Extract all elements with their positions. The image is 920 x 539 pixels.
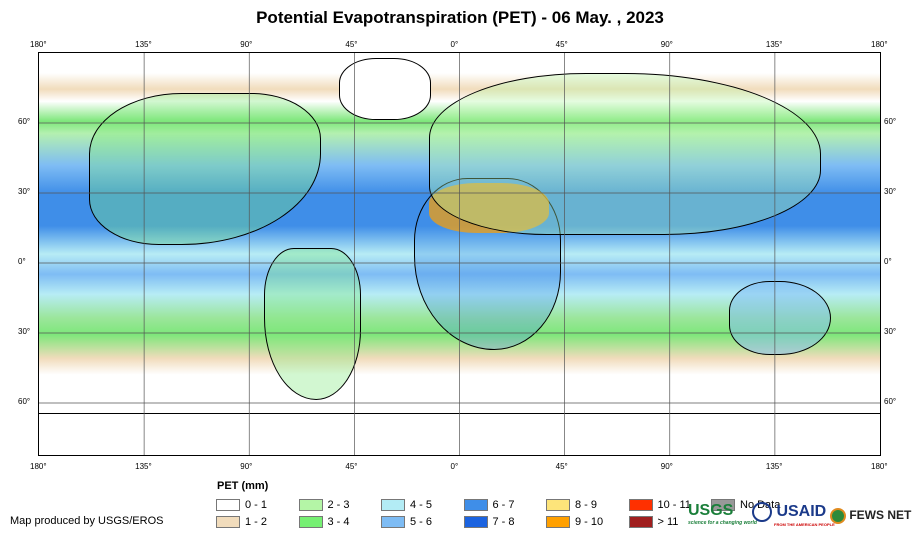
legend-item: 0 - 1 [216,499,267,511]
globe-icon [830,508,846,524]
legend-label: 9 - 10 [575,516,604,528]
lon-label-bottom: 135° [765,462,783,471]
legend-swatch [298,516,323,528]
lon-label-top: 180° [30,40,47,49]
lon-label-bottom: 135° [135,462,152,471]
lon-label-bottom: 90° [240,462,253,471]
legend-swatch [546,516,570,528]
lon-label-top: 180° [871,40,888,49]
legend-label: 2 - 3 [327,499,350,511]
legend-swatch [628,499,653,511]
lat-label-right: 60° [884,117,897,126]
lon-label-top: 45° [345,40,358,49]
lat-label-right: 30° [884,327,897,336]
legend-label: 10 - 11 [657,499,691,511]
lon-label-bottom: 45° [555,462,568,471]
legend-label: 4 - 5 [410,499,433,511]
australia [729,281,831,355]
legend-swatch [381,499,405,511]
legend-label: 8 - 9 [575,499,598,511]
legend-swatch [711,499,735,511]
usgs-logo: USGS science for a changing world [688,502,757,526]
lon-label-top: 135° [765,40,783,49]
lon-label-bottom: 90° [660,462,673,471]
lon-label-bottom: 0° [450,462,459,471]
legend-item: 5 - 6 [381,516,432,528]
usaid-logo: USAID FROM THE AMERICAN PEOPLE [752,502,835,527]
lon-label-top: 90° [660,40,673,49]
usaid-seal-icon [752,502,772,522]
lat-label-left: 60° [18,117,31,126]
fews-net-logo: FEWS NET [830,508,911,524]
legend-swatch [216,499,240,511]
legend-label: 0 - 1 [245,499,268,511]
lat-label-left: 30° [18,187,31,196]
lon-label-top: 90° [240,40,253,49]
legend-item: > 11 [628,516,679,528]
legend-label: 5 - 6 [410,516,433,528]
map-title: Potential Evapotranspiration (PET) - 06 … [256,8,664,27]
graticule [39,53,880,455]
lon-label-top: 0° [450,40,459,49]
legend-swatch [628,516,653,528]
south-america [264,248,361,400]
legend-item: 8 - 9 [546,499,597,511]
legend-label: 1 - 2 [245,516,268,528]
lon-label-bottom: 180° [30,462,47,471]
legend-item: 10 - 11 [628,499,691,511]
legend-title: PET (mm) [217,480,269,492]
legend-swatch [381,516,405,528]
eurasia [429,73,821,235]
lat-label-right: 30° [884,187,897,196]
legend-item: 4 - 5 [381,499,432,511]
legend-swatch [463,499,488,511]
lat-label-right: 0° [884,257,892,266]
lat-label-right: 60° [884,397,897,406]
lat-label-left: 30° [18,327,31,336]
credit-text: Map produced by USGS/EROS [10,515,164,527]
legend-item: 3 - 4 [298,516,350,528]
legend-item: 7 - 8 [463,516,515,528]
pet-map [38,52,881,456]
lon-label-top: 135° [135,40,152,49]
lon-label-bottom: 45° [345,462,358,471]
legend-swatch [298,499,323,511]
legend-item: 1 - 2 [216,516,267,528]
legend-item: 2 - 3 [298,499,350,511]
legend-swatch [463,516,488,528]
legend-label: > 11 [657,516,679,528]
lat-label-left: 60° [18,397,31,406]
lon-label-bottom: 180° [871,462,888,471]
legend-label: 7 - 8 [492,516,515,528]
legend-label: 6 - 7 [492,499,515,511]
legend-swatch [216,516,240,528]
legend-swatch [546,499,570,511]
lon-label-top: 45° [555,40,568,49]
legend-label: 3 - 4 [327,516,350,528]
lat-label-left: 0° [18,257,26,266]
legend-item: 6 - 7 [463,499,515,511]
legend-item: 9 - 10 [546,516,603,528]
